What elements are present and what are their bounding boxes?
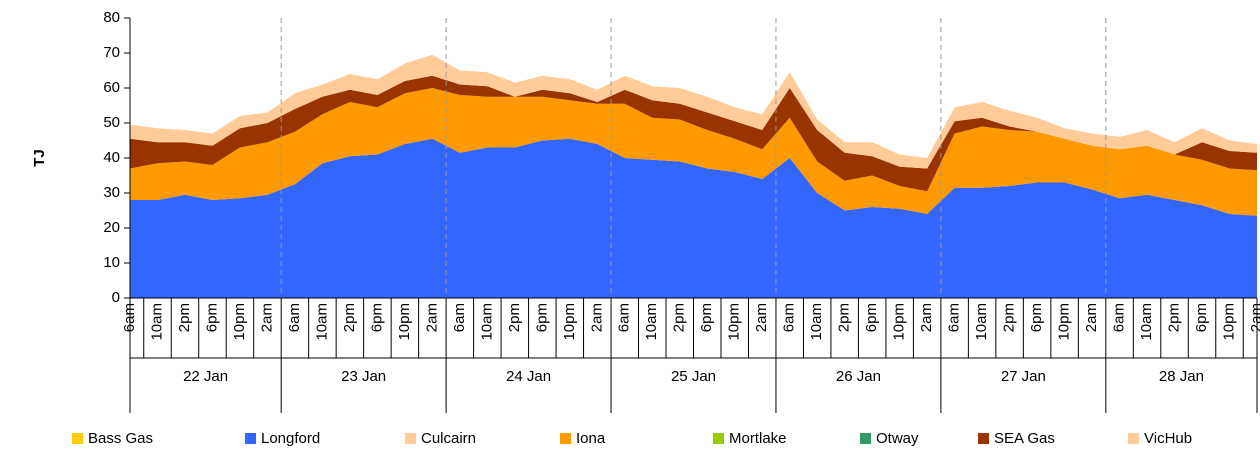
legend-label: SEA Gas xyxy=(994,430,1055,447)
y-tick-label: 20 xyxy=(103,219,120,236)
y-tick-label: 50 xyxy=(103,114,120,131)
x-tick-label: 10pm xyxy=(561,303,578,341)
y-tick-label: 40 xyxy=(103,149,120,166)
y-tick-label: 0 xyxy=(112,289,120,306)
x-tick-label: 2pm xyxy=(836,303,853,332)
legend-swatch xyxy=(245,433,256,444)
x-tick-label: 2pm xyxy=(1001,303,1018,332)
x-tick-label: 2am xyxy=(1083,303,1100,332)
x-tick-label: 2am xyxy=(258,303,275,332)
legend-swatch xyxy=(560,433,571,444)
legend-label: Otway xyxy=(876,430,919,447)
x-tick-label: 2am xyxy=(753,303,770,332)
x-tick-label: 6pm xyxy=(203,303,220,332)
day-label: 23 Jan xyxy=(341,368,386,385)
x-tick-label: 6am xyxy=(286,303,303,332)
x-tick-label: 10am xyxy=(478,303,495,341)
x-tick-label: 2am xyxy=(1248,303,1260,332)
day-label: 22 Jan xyxy=(183,368,228,385)
x-tick-label: 6am xyxy=(946,303,963,332)
day-label: 24 Jan xyxy=(506,368,551,385)
legend-label: Iona xyxy=(576,430,606,447)
x-tick-label: 10am xyxy=(973,303,990,341)
x-tick-label: 10am xyxy=(313,303,330,341)
legend-label: VicHub xyxy=(1144,430,1192,447)
x-tick-label: 6pm xyxy=(533,303,550,332)
area xyxy=(130,138,1257,298)
x-tick-label: 10pm xyxy=(1056,303,1073,341)
x-tick-label: 2pm xyxy=(341,303,358,332)
legend-swatch xyxy=(72,433,83,444)
y-tick-label: 60 xyxy=(103,79,120,96)
x-tick-label: 10am xyxy=(643,303,660,341)
x-tick-label: 2am xyxy=(918,303,935,332)
x-tick-label: 10pm xyxy=(396,303,413,341)
legend-swatch xyxy=(405,433,416,444)
day-label: 25 Jan xyxy=(671,368,716,385)
x-tick-label: 10am xyxy=(808,303,825,341)
x-tick-label: 6pm xyxy=(368,303,385,332)
x-tick-label: 6am xyxy=(1111,303,1128,332)
day-label: 27 Jan xyxy=(1001,368,1046,385)
legend-swatch xyxy=(713,433,724,444)
x-tick-label: 6am xyxy=(616,303,633,332)
x-tick-label: 10pm xyxy=(891,303,908,341)
legend-label: Bass Gas xyxy=(88,430,153,447)
x-tick-label: 2pm xyxy=(506,303,523,332)
x-tick-label: 10am xyxy=(148,303,165,341)
legend-label: Mortlake xyxy=(729,430,787,447)
legend-label: Culcairn xyxy=(421,430,476,447)
day-label: 26 Jan xyxy=(836,368,881,385)
x-tick-label: 2am xyxy=(588,303,605,332)
legend-label: Longford xyxy=(261,430,320,447)
x-tick-label: 10pm xyxy=(726,303,743,341)
legend-swatch xyxy=(860,433,871,444)
x-tick-label: 2pm xyxy=(671,303,688,332)
y-tick-label: 80 xyxy=(103,9,120,26)
x-tick-label: 10pm xyxy=(1220,303,1237,341)
x-tick-label: 6am xyxy=(121,303,138,332)
legend-swatch xyxy=(978,433,989,444)
area xyxy=(130,88,1257,216)
x-tick-label: 6am xyxy=(781,303,798,332)
x-tick-label: 10pm xyxy=(231,303,248,341)
x-tick-label: 2pm xyxy=(1166,303,1183,332)
x-tick-label: 2am xyxy=(423,303,440,332)
x-tick-label: 10am xyxy=(1138,303,1155,341)
x-tick-label: 6am xyxy=(451,303,468,332)
x-tick-label: 6pm xyxy=(863,303,880,332)
y-tick-label: 10 xyxy=(103,254,120,271)
legend-swatch xyxy=(1128,433,1139,444)
day-label: 28 Jan xyxy=(1159,368,1204,385)
x-tick-label: 6pm xyxy=(698,303,715,332)
x-tick-label: 6pm xyxy=(1028,303,1045,332)
x-tick-label: 6pm xyxy=(1193,303,1210,332)
y-axis-label: TJ xyxy=(31,149,48,167)
y-tick-label: 70 xyxy=(103,44,120,61)
y-tick-label: 30 xyxy=(103,184,120,201)
x-tick-label: 2pm xyxy=(176,303,193,332)
